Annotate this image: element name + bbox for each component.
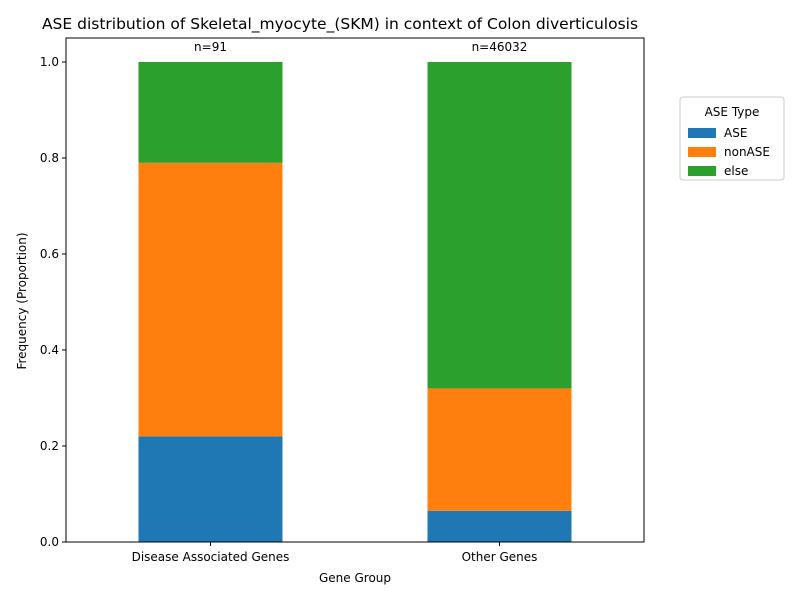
y-tick-label: 0.0 <box>40 535 59 549</box>
y-tick-label: 0.2 <box>40 439 59 453</box>
count-label: n=91 <box>194 40 227 54</box>
bar-ASE-1 <box>138 436 283 542</box>
x-tick-label: Other Genes <box>462 550 538 564</box>
y-tick-label: 1.0 <box>40 55 59 69</box>
legend-swatch-nonASE <box>688 147 716 157</box>
y-tick-label: 0.8 <box>40 151 59 165</box>
y-tick-label: 0.6 <box>40 247 59 261</box>
bar-else-2 <box>427 62 572 389</box>
legend-title: ASE Type <box>705 105 760 119</box>
legend-swatch-else <box>688 166 716 176</box>
plot-area: n=91 Disease Associated Genes n=46032 Other… <box>40 37 645 564</box>
legend-swatch-ASE <box>688 128 716 138</box>
bar-else-1 <box>138 62 283 163</box>
legend-box <box>679 96 785 181</box>
y-tick-label: 0.4 <box>40 343 59 357</box>
y-axis-label: Frequency (Proportion) <box>15 232 29 369</box>
bar-nonASE-2 <box>427 388 572 511</box>
axes-frame <box>65 37 645 543</box>
bar-nonASE-1 <box>138 162 283 437</box>
legend-entry-else: else <box>724 164 748 178</box>
legend: ASE Type ASE nonASE else <box>679 96 785 181</box>
x-tick-label: Disease Associated Genes <box>132 550 290 564</box>
count-label: n=46032 <box>472 40 528 54</box>
chart-title: ASE distribution of Skeletal_myocyte_(SK… <box>42 15 638 34</box>
legend-entry-ASE: ASE <box>724 126 747 140</box>
legend-entry-nonASE: nonASE <box>724 145 770 159</box>
x-axis-label: Gene Group <box>319 571 391 585</box>
bar-ASE-2 <box>427 510 572 542</box>
